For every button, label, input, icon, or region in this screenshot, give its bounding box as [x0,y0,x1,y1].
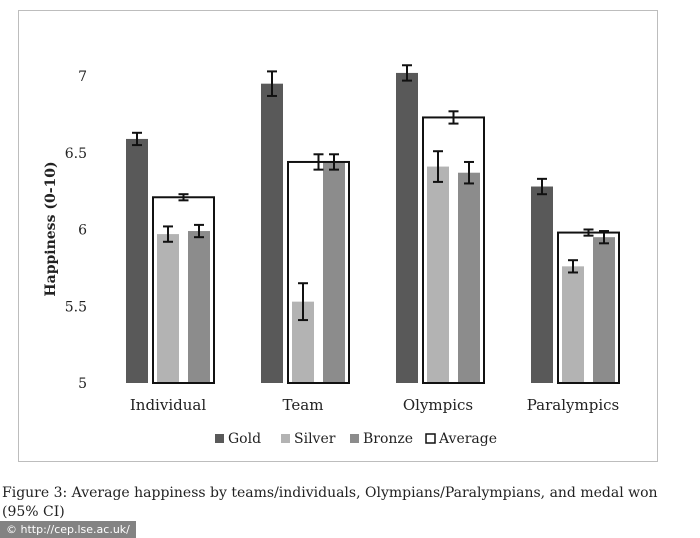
bar-bronze-individual [188,231,210,383]
chart-frame: Happiness (0-10) 5 5.5 6 6.5 7 Individual Tea… [18,10,658,462]
legend-label-bronze: Bronze [363,431,413,447]
bar-silver-individual [157,234,179,383]
legend-label-silver: Silver [294,431,336,447]
bar-bronze-team [323,161,345,383]
x-tick-label-olympics: Olympics [403,396,473,414]
legend-swatch-average [425,433,436,444]
source-watermark: © http://cep.lse.ac.uk/ [0,521,136,538]
y-tick-label-4: 7 [78,69,87,85]
legend-label-gold: Gold [228,431,261,447]
y-axis-label: Happiness (0-10) [43,161,59,296]
bar-bronze-paralympics [593,237,615,383]
bar-silver-paralympics [562,266,584,383]
legend-swatch-gold [215,434,224,443]
x-tick-label-individual: Individual [130,396,206,414]
bar-silver-olympics [427,166,449,383]
y-tick-label-0: 5 [78,376,87,392]
legend-swatch-silver [281,434,290,443]
x-tick-label-team: Team [283,396,324,414]
bar-chart: Happiness (0-10) 5 5.5 6 6.5 7 Individual Tea… [43,64,620,447]
y-tick-label-3: 6.5 [65,146,87,162]
x-tick-label-paralympics: Paralympics [527,396,619,414]
legend-swatch-bronze [350,434,359,443]
y-tick-label-2: 6 [78,223,87,239]
bar-bronze-olympics [458,172,480,383]
bar-gold-team [261,83,283,384]
bar-silver-team [292,301,314,383]
bar-gold-paralympics [531,186,553,383]
figure-caption: Figure 3: Average happiness by teams/ind… [2,485,658,520]
legend-label-average: Average [438,431,497,447]
bar-gold-olympics [396,72,418,384]
bar-gold-individual [126,138,148,383]
y-tick-label-1: 5.5 [65,299,87,315]
